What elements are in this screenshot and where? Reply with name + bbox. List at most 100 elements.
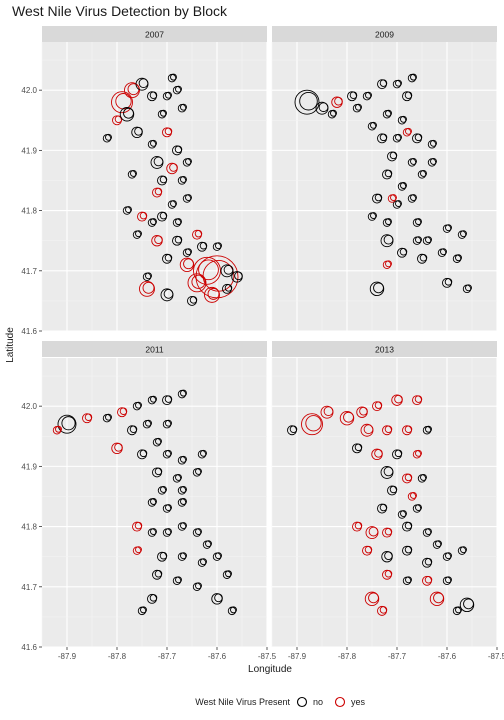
legend: West Nile Virus Present no yes	[195, 696, 366, 708]
data-point-no	[455, 606, 462, 614]
data-point-yes	[135, 546, 142, 554]
data-point-no	[164, 395, 173, 403]
facet-strip	[272, 341, 497, 357]
data-point-no	[294, 89, 320, 115]
data-point-no	[463, 598, 474, 610]
x-tick-label: -87.9	[288, 652, 307, 661]
data-point-no	[130, 170, 137, 177]
data-point-no	[400, 510, 407, 517]
data-point-no	[180, 103, 187, 111]
facet-panel-2011: 2011 41.6 41.7 41.8 41.9 42.0 -87.9 -87.8 -87.7 -…	[21, 341, 277, 661]
data-point-no	[289, 425, 298, 434]
data-point-no	[425, 528, 432, 536]
data-point-no	[415, 236, 422, 244]
legend-label-no: no	[313, 697, 323, 707]
data-point-yes	[384, 570, 393, 578]
data-point-yes	[424, 576, 433, 584]
data-point-no	[61, 416, 76, 431]
data-point-no	[170, 200, 177, 208]
data-point-no	[379, 133, 388, 142]
facet-strip-label: 2011	[145, 345, 164, 355]
data-point-yes	[84, 413, 93, 421]
data-point-no	[180, 389, 187, 397]
data-point-no	[424, 557, 433, 566]
data-point-no	[405, 576, 412, 584]
data-point-no	[185, 248, 192, 256]
data-point-no	[415, 504, 422, 511]
data-point-no	[139, 449, 148, 458]
data-point-no	[215, 552, 222, 560]
data-point-no	[404, 521, 413, 530]
data-point-yes	[193, 256, 221, 285]
data-point-yes	[114, 115, 123, 124]
data-point-no	[138, 78, 149, 88]
data-point-no	[180, 522, 187, 530]
data-point-no	[385, 109, 392, 117]
data-point-yes	[134, 521, 143, 530]
data-point-no	[420, 473, 427, 481]
legend-title: West Nile Virus Present	[195, 697, 290, 707]
data-point-yes	[363, 424, 374, 435]
data-point-no	[224, 284, 233, 292]
data-point-no	[234, 271, 243, 281]
data-point-no	[400, 182, 407, 189]
data-point-no	[165, 528, 172, 536]
data-point-no	[175, 576, 182, 584]
data-point-yes	[368, 526, 379, 537]
data-point-no	[460, 230, 467, 238]
data-point-no	[153, 156, 164, 167]
data-point-no	[180, 486, 187, 493]
data-point-no	[175, 218, 182, 226]
data-point-no	[195, 467, 202, 475]
panel-background	[42, 358, 267, 647]
data-point-no	[180, 176, 187, 183]
data-point-yes	[55, 425, 62, 433]
data-point-no	[384, 169, 393, 178]
data-point-yes	[384, 425, 393, 434]
data-point-no	[370, 212, 377, 220]
data-point-no	[460, 546, 467, 554]
facet-panel-2007: 2007 41.6 41.7 41.8 41.9 42.0	[21, 26, 268, 336]
data-point-yes	[343, 411, 354, 423]
data-point-yes	[187, 273, 207, 293]
data-point-no	[105, 133, 112, 141]
data-point-no	[150, 139, 157, 147]
x-axis-title: Longitude	[248, 664, 292, 675]
data-point-no	[180, 552, 187, 560]
data-point-yes	[139, 211, 148, 220]
y-tick-label: 41.8	[21, 523, 37, 532]
data-point-yes	[124, 82, 140, 99]
data-point-no	[379, 79, 388, 87]
data-point-no	[355, 103, 362, 111]
data-point-no	[149, 91, 158, 99]
data-point-yes	[169, 163, 178, 172]
data-point-yes	[415, 449, 422, 457]
data-point-no	[374, 193, 383, 202]
data-point-yes	[385, 260, 392, 268]
data-point-no	[419, 253, 428, 262]
x-tick-label: -87.8	[108, 652, 127, 661]
data-point-yes	[204, 286, 220, 303]
data-point-no	[145, 272, 152, 280]
data-point-no	[57, 414, 77, 434]
data-point-no	[389, 485, 398, 494]
chart-title: West Nile Virus Detection by Block	[12, 3, 228, 19]
data-point-yes	[404, 425, 413, 434]
data-point-no	[195, 528, 202, 536]
data-point-no	[165, 449, 172, 457]
data-point-no	[330, 109, 337, 117]
data-point-no	[145, 419, 152, 427]
data-point-yes	[354, 521, 363, 530]
data-point-no	[230, 606, 237, 614]
data-point-no	[430, 139, 437, 147]
data-point-yes	[154, 187, 163, 196]
data-points	[52, 389, 237, 616]
y-tick-label: 41.7	[21, 267, 37, 276]
data-point-no	[154, 467, 163, 476]
data-point-no	[200, 558, 207, 566]
data-point-no	[404, 91, 413, 99]
data-point-no	[215, 242, 222, 250]
data-point-no	[399, 247, 408, 256]
y-tick-label: 41.6	[21, 643, 37, 652]
